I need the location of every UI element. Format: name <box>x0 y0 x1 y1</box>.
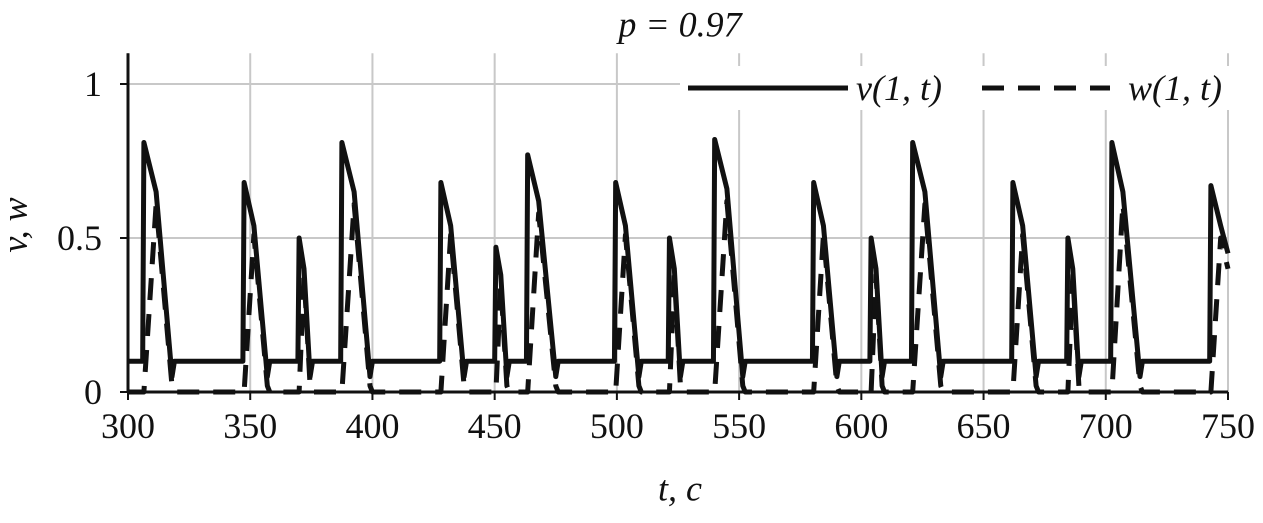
x-tick-label: 700 <box>1079 406 1133 446</box>
x-tick-label: 350 <box>223 406 277 446</box>
x-tick-label: 550 <box>712 406 766 446</box>
series-line <box>128 198 1231 395</box>
x-tick-label: 300 <box>101 406 155 446</box>
x-axis-label: t, c <box>658 468 702 508</box>
y-tick-label: 1 <box>84 64 102 104</box>
legend-label: w(1, t) <box>1128 68 1222 108</box>
x-tick-label: 650 <box>957 406 1011 446</box>
legend-label: v(1, t) <box>856 68 942 108</box>
y-tick-label: 0 <box>84 372 102 412</box>
chart-title: p = 0.97 <box>615 4 743 44</box>
x-tick-label: 600 <box>834 406 888 446</box>
x-tick-label: 450 <box>468 406 522 446</box>
y-axis-label: v, w <box>0 197 34 252</box>
x-tick-label: 500 <box>590 406 644 446</box>
y-tick-label: 0.5 <box>57 218 102 258</box>
x-tick-label: 750 <box>1201 406 1255 446</box>
legend: v(1, t) w(1, t) <box>680 66 1260 110</box>
x-tick-label: 400 <box>345 406 399 446</box>
